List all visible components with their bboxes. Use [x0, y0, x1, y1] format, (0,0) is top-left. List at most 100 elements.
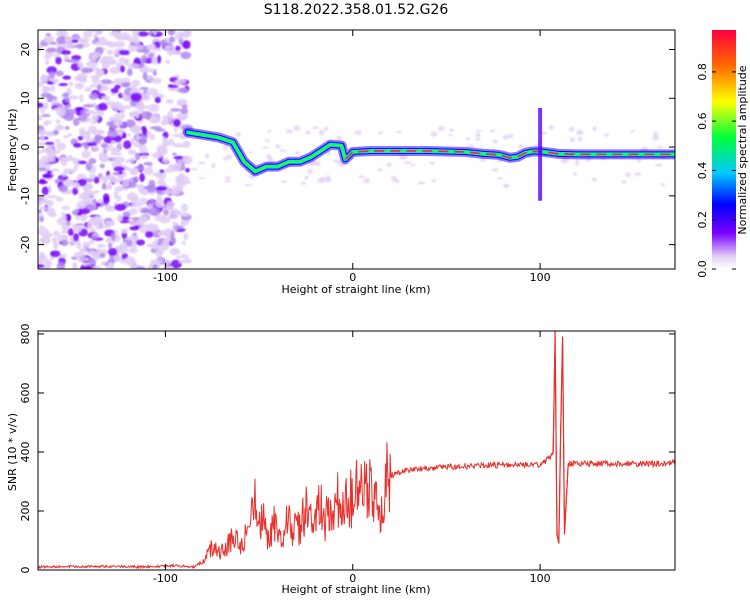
noise-blob: [449, 128, 454, 132]
noise-blob: [90, 235, 99, 240]
noise-blob: [113, 41, 126, 48]
noise-blob: [429, 161, 435, 165]
noise-blob: [153, 47, 163, 51]
noise-blob: [53, 107, 62, 111]
noise-blob: [72, 262, 78, 269]
noise-blob: [110, 232, 116, 241]
noise-blob: [394, 179, 400, 183]
noise-blob: [548, 125, 554, 131]
noise-blob: [107, 129, 119, 138]
noise-blob: [73, 165, 79, 171]
noise-blob: [630, 129, 635, 133]
noise-blob: [225, 154, 232, 160]
noise-blob: [79, 78, 87, 83]
noise-blob: [139, 86, 150, 91]
noise-blob: [95, 30, 103, 36]
noise-blob: [74, 82, 84, 90]
snr-frame: [37, 330, 676, 571]
noise-blob: [88, 157, 97, 165]
noise-blob: [114, 186, 124, 193]
noise-blob: [262, 146, 269, 149]
noise-blob: [113, 166, 125, 172]
noise-blob: [448, 134, 453, 137]
snr-plot-area: [38, 331, 675, 570]
noise-blob: [591, 177, 598, 182]
noise-blob: [86, 60, 98, 68]
noise-blob: [109, 66, 121, 75]
noise-blob: [126, 239, 133, 247]
noise-blob: [166, 201, 175, 209]
noise-blob: [85, 162, 93, 171]
noise-blob: [107, 181, 113, 190]
noise-blob: [133, 176, 139, 184]
noise-blob: [167, 110, 173, 119]
noise-blob: [130, 202, 143, 208]
noise-blob: [126, 133, 131, 137]
snr-y-axis: 0 200 400 600 800: [19, 323, 675, 574]
noise-blob: [603, 133, 610, 137]
noise-blob: [121, 83, 131, 88]
noise-blob: [117, 128, 124, 136]
spectrogram-x-tick-label: 0: [349, 271, 356, 284]
noise-blob: [97, 129, 106, 135]
noise-blob: [198, 177, 206, 180]
noise-blob: [87, 125, 97, 134]
noise-blob: [135, 104, 146, 110]
noise-blob: [430, 131, 438, 137]
noise-blob: [139, 173, 145, 182]
snr-y-tick-label: 600: [19, 382, 32, 403]
noise-blob: [180, 203, 189, 212]
noise-blob: [125, 119, 136, 128]
noise-blob: [66, 213, 71, 223]
noise-blob: [104, 220, 114, 227]
snr-y-label: SNR (10 * v/v): [6, 413, 19, 491]
noise-blob: [109, 104, 116, 109]
noise-blob: [38, 206, 48, 211]
noise-blob: [318, 129, 325, 136]
noise-blob: [267, 129, 272, 133]
noise-blob: [108, 59, 118, 65]
noise-blob: [181, 241, 186, 245]
noise-blob: [181, 31, 190, 39]
noise-blob: [170, 237, 177, 245]
noise-blob: [120, 113, 126, 120]
snr-x-label: Height of straight line (km): [281, 583, 430, 596]
noise-blob: [475, 132, 481, 138]
noise-blob: [38, 256, 45, 265]
noise-blob: [149, 199, 156, 205]
noise-blob: [147, 43, 157, 51]
colorbar-tick-label: 0.2: [696, 211, 709, 229]
noise-blob: [101, 83, 106, 88]
noise-blob: [275, 144, 281, 149]
noise-blob: [78, 72, 88, 80]
noise-blob: [621, 179, 627, 184]
noise-blob: [474, 137, 482, 141]
noise-blob: [578, 136, 583, 142]
noise-blob: [106, 262, 115, 269]
noise-blob: [154, 199, 166, 208]
noise-blob: [78, 192, 90, 201]
noise-blob: [48, 211, 57, 218]
noise-blob: [98, 102, 108, 111]
noise-blob: [62, 75, 72, 80]
noise-blob: [46, 170, 53, 174]
noise-blob: [69, 95, 79, 100]
noise-blob: [156, 195, 163, 203]
noise-blob: [44, 258, 53, 268]
noise-blob: [66, 169, 77, 173]
noise-blob: [56, 142, 67, 151]
noise-blob: [141, 110, 153, 120]
noise-blob: [92, 198, 97, 205]
noise-blob: [122, 179, 130, 187]
noise-blob: [39, 178, 46, 184]
noise-blob: [504, 184, 510, 188]
noise-blob: [38, 263, 45, 268]
spectrogram-y-axis: -20 -10 0 10 20: [19, 43, 675, 254]
noise-blob: [636, 158, 642, 163]
noise-blob: [124, 256, 136, 266]
noise-blob: [38, 102, 44, 108]
noise-blob: [152, 93, 165, 99]
noise-blob: [45, 59, 50, 65]
snr-spike-line: [548, 331, 569, 544]
noise-blob: [89, 84, 97, 88]
